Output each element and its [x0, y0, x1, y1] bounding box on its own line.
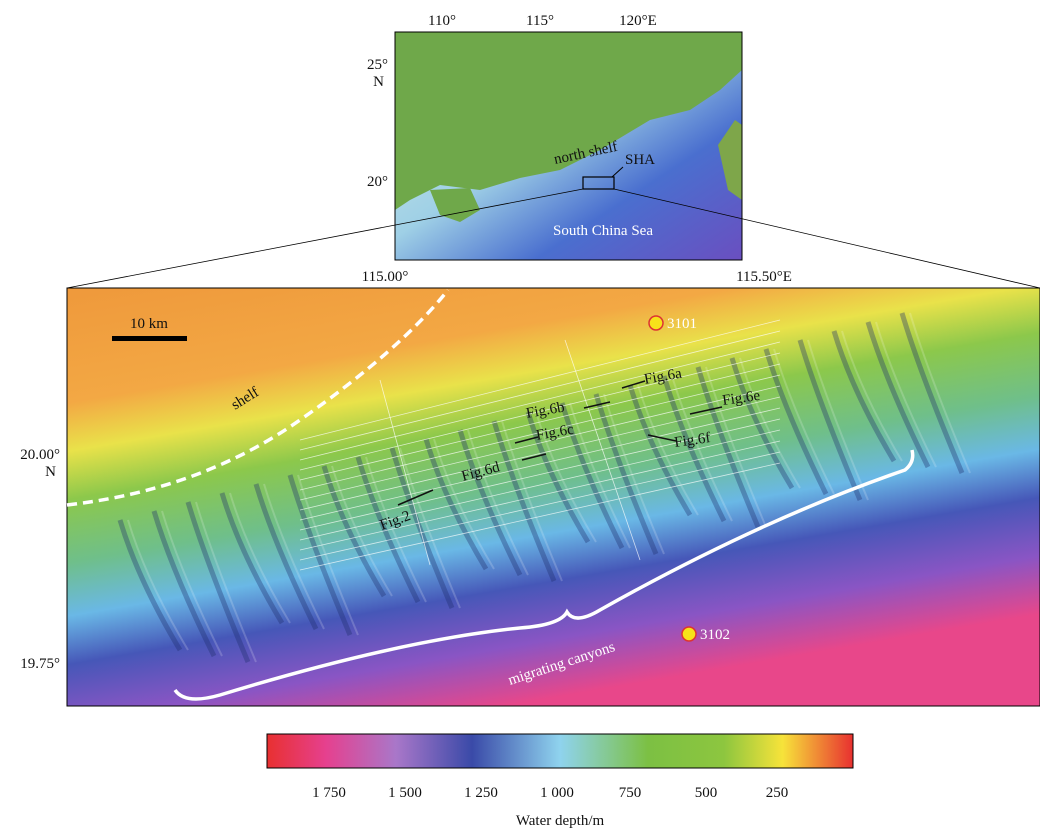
scale-label: 10 km	[130, 316, 168, 332]
lon-label: 120°E	[619, 13, 657, 29]
lon-label: 115.50°E	[736, 269, 792, 285]
sea-label: South China Sea	[553, 223, 653, 239]
colorbar: Water depth/m 1 750 1 500 1 250 1 000 750 500…	[267, 734, 853, 829]
lat-label: N	[373, 74, 384, 90]
station	[682, 627, 696, 641]
area-label: SHA	[625, 152, 655, 168]
main-map: 10 km shelf 3101 3102 Fig.6a Fig.6b Fig.…	[20, 269, 1040, 706]
station-label: 3101	[667, 316, 697, 332]
lat-label: 19.75°	[20, 656, 60, 672]
colorbar-title: Water depth/m	[516, 813, 605, 829]
lon-label: 115°	[526, 13, 554, 29]
scale-bar	[112, 336, 187, 341]
colorbar-tick-label: 1 750	[312, 785, 346, 801]
colorbar-ramp	[267, 734, 853, 768]
lat-label: N	[45, 464, 56, 480]
bathymetry	[67, 288, 1040, 706]
colorbar-tick-label: 250	[766, 785, 789, 801]
station	[649, 316, 663, 330]
colorbar-tick-label: 1 000	[540, 785, 574, 801]
lat-label: 20°	[367, 174, 388, 190]
lat-label: 20.00°	[20, 447, 60, 463]
lon-label: 110°	[428, 13, 456, 29]
colorbar-tick-label: 500	[695, 785, 718, 801]
figure: 110° 115° 120°E 25° N 20° north shelf SH…	[0, 0, 1040, 830]
colorbar-tick-label: 750	[619, 785, 642, 801]
colorbar-tick-label: 1 250	[464, 785, 498, 801]
lon-label: 115.00°	[362, 269, 409, 285]
inset-map: 110° 115° 120°E 25° N 20° north shelf SH…	[367, 13, 742, 260]
lat-label: 25°	[367, 57, 388, 73]
colorbar-tick-label: 1 500	[388, 785, 422, 801]
station-label: 3102	[700, 627, 730, 643]
